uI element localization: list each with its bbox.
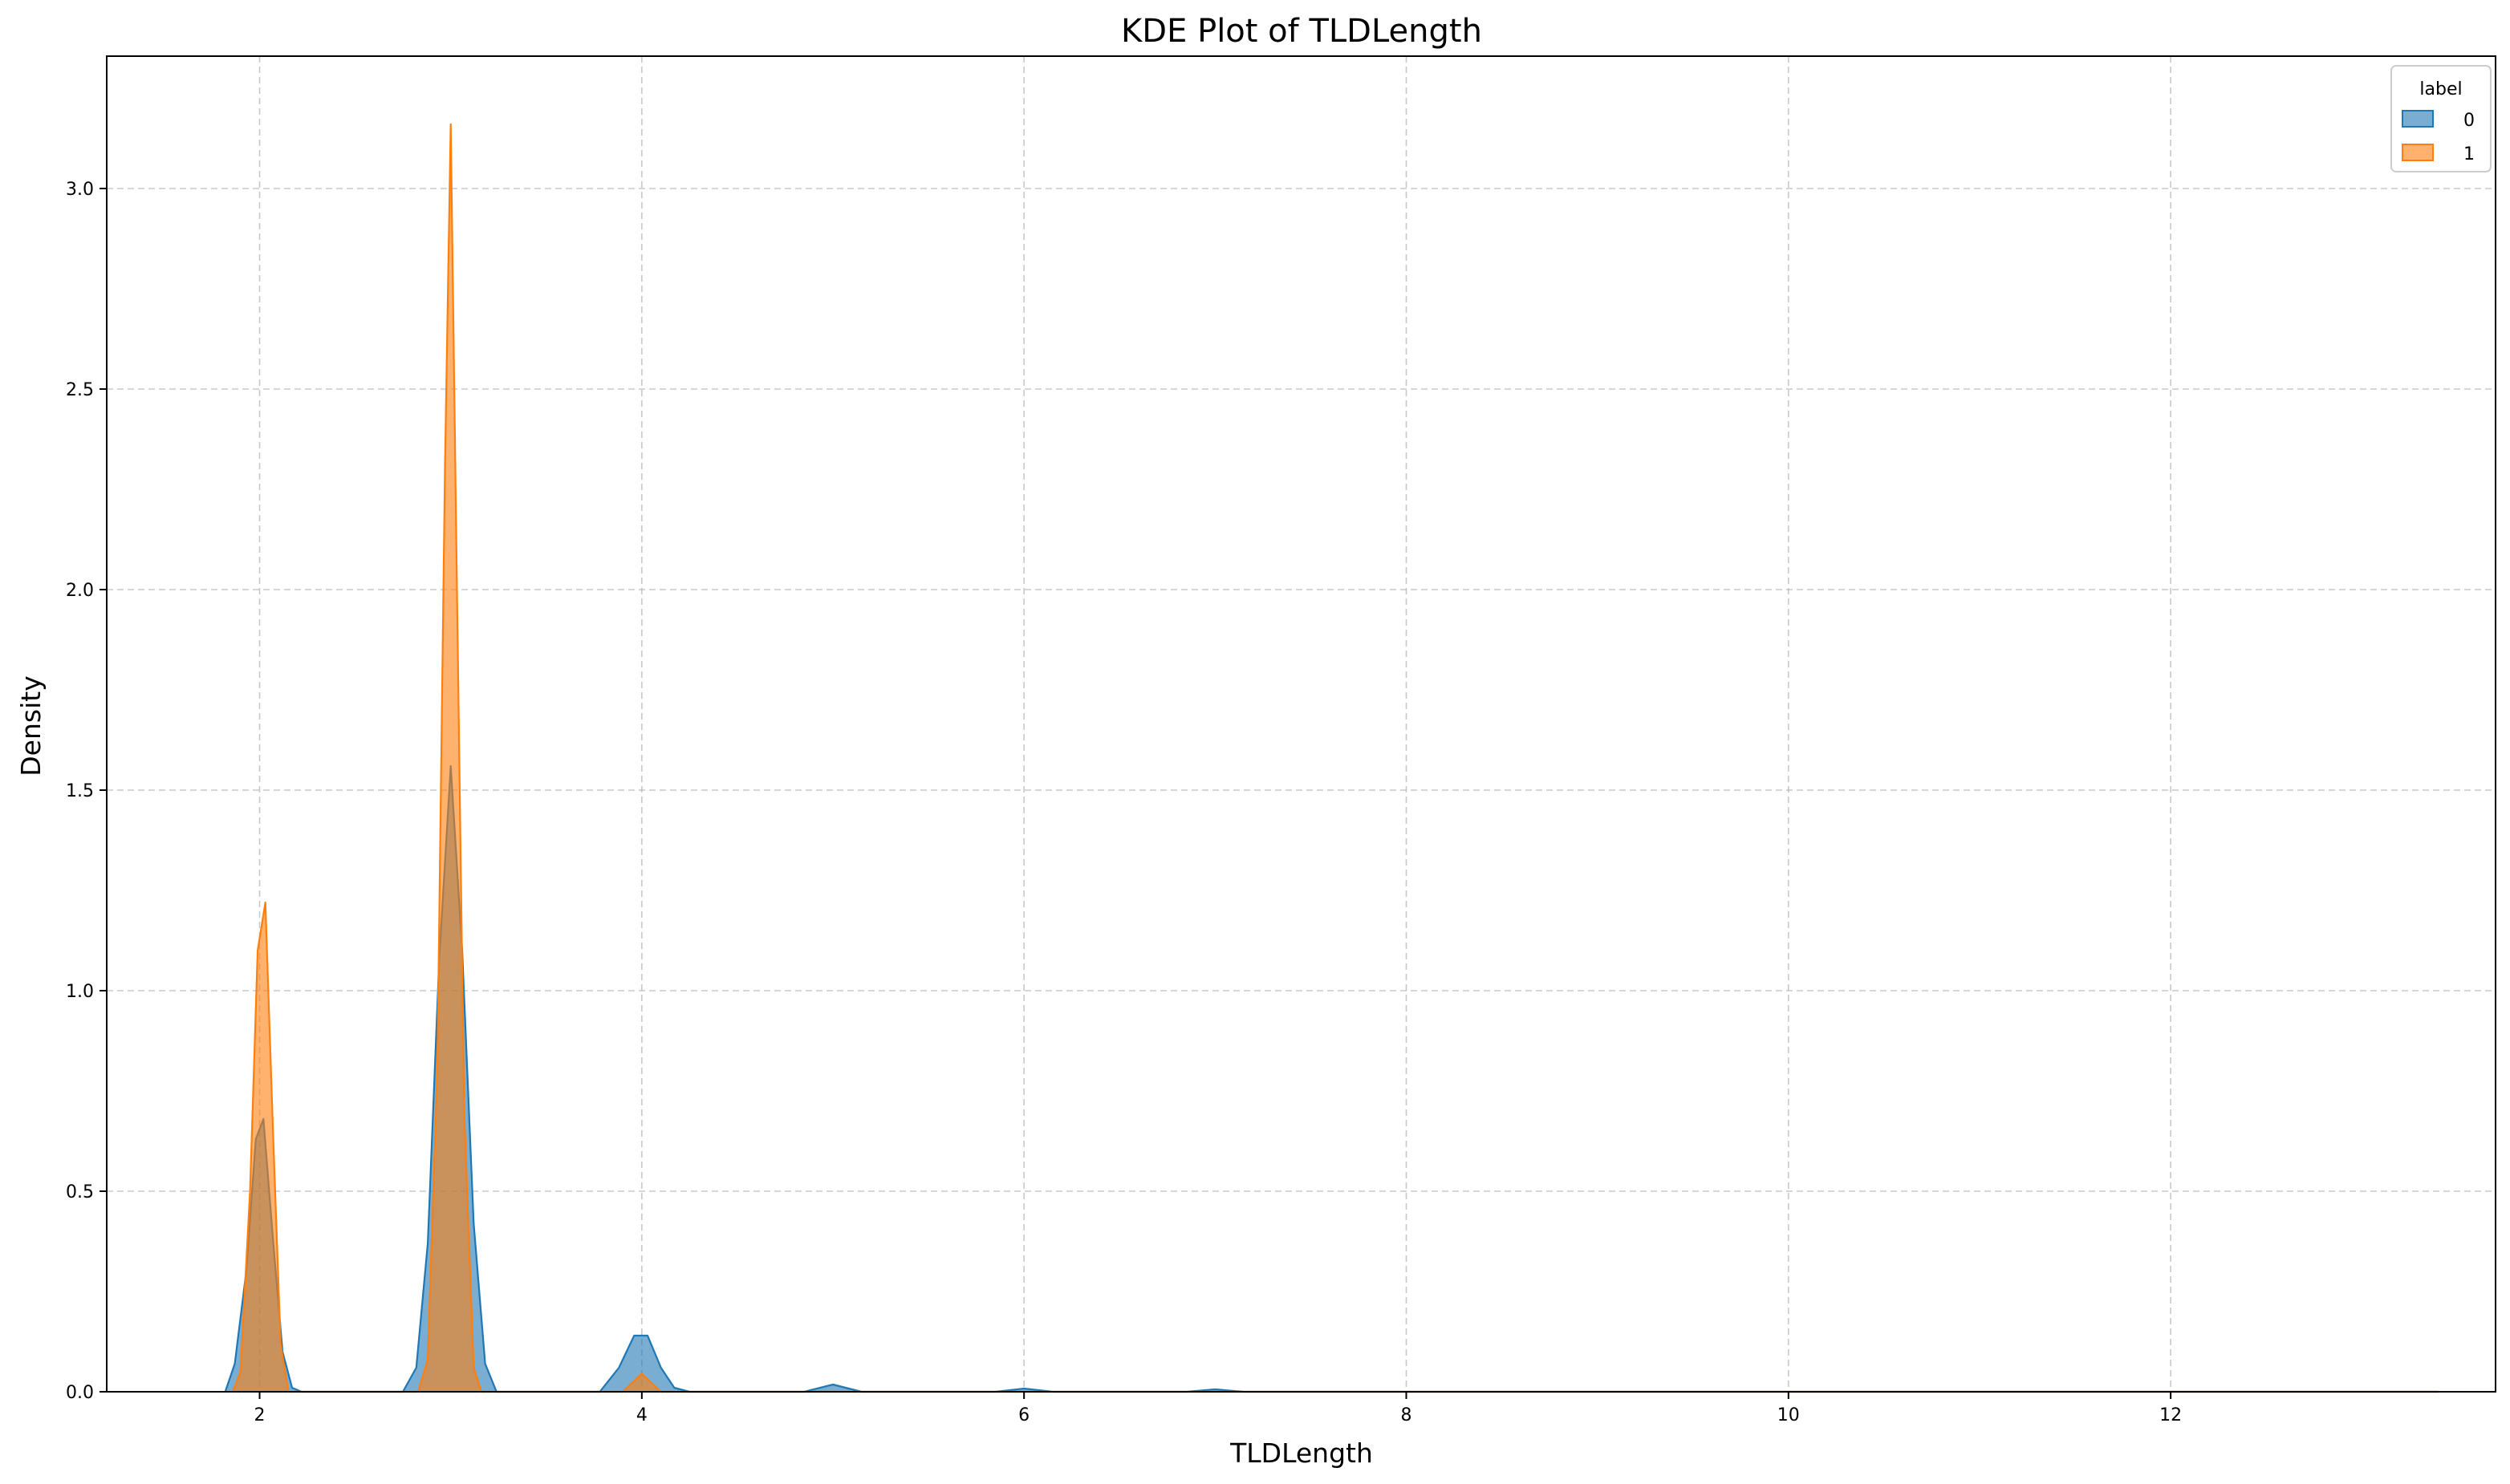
legend-swatch-1 <box>2402 144 2434 161</box>
x-tick-label: 2 <box>254 1405 266 1425</box>
x-tick-label: 6 <box>1018 1405 1030 1425</box>
x-tick-label: 10 <box>1777 1405 1800 1425</box>
y-tick-label: 0.0 <box>66 1383 94 1403</box>
plot-frame <box>106 55 2496 1393</box>
legend-label-0: 0 <box>2463 111 2475 131</box>
y-tick-label: 0.5 <box>66 1182 94 1202</box>
x-axis-title: TLDLength <box>1229 1437 1373 1469</box>
legend-label-1: 1 <box>2463 144 2475 164</box>
density-fill-series-1 <box>233 124 2439 1392</box>
y-tick-label: 1.5 <box>66 781 94 801</box>
y-tick-label: 1.0 <box>66 982 94 1002</box>
x-tick-label: 8 <box>1400 1405 1411 1425</box>
x-tick-label: 12 <box>2159 1405 2182 1425</box>
legend: label 0 1 <box>2390 65 2492 172</box>
y-tick-label: 2.0 <box>66 581 94 601</box>
chart-title: KDE Plot of TLDLength <box>1121 13 1482 50</box>
x-tick-label: 4 <box>636 1405 648 1425</box>
axis-ticks: 2 4 6 8 10 12 0.0 0.5 1.0 1.5 2.0 2.5 3.0 <box>66 180 2182 1425</box>
y-tick-label: 2.5 <box>66 380 94 400</box>
y-axis-title: Density <box>15 675 47 776</box>
y-tick-label: 3.0 <box>66 180 94 200</box>
legend-swatch-0 <box>2402 110 2434 128</box>
legend-title: label <box>2419 79 2462 99</box>
